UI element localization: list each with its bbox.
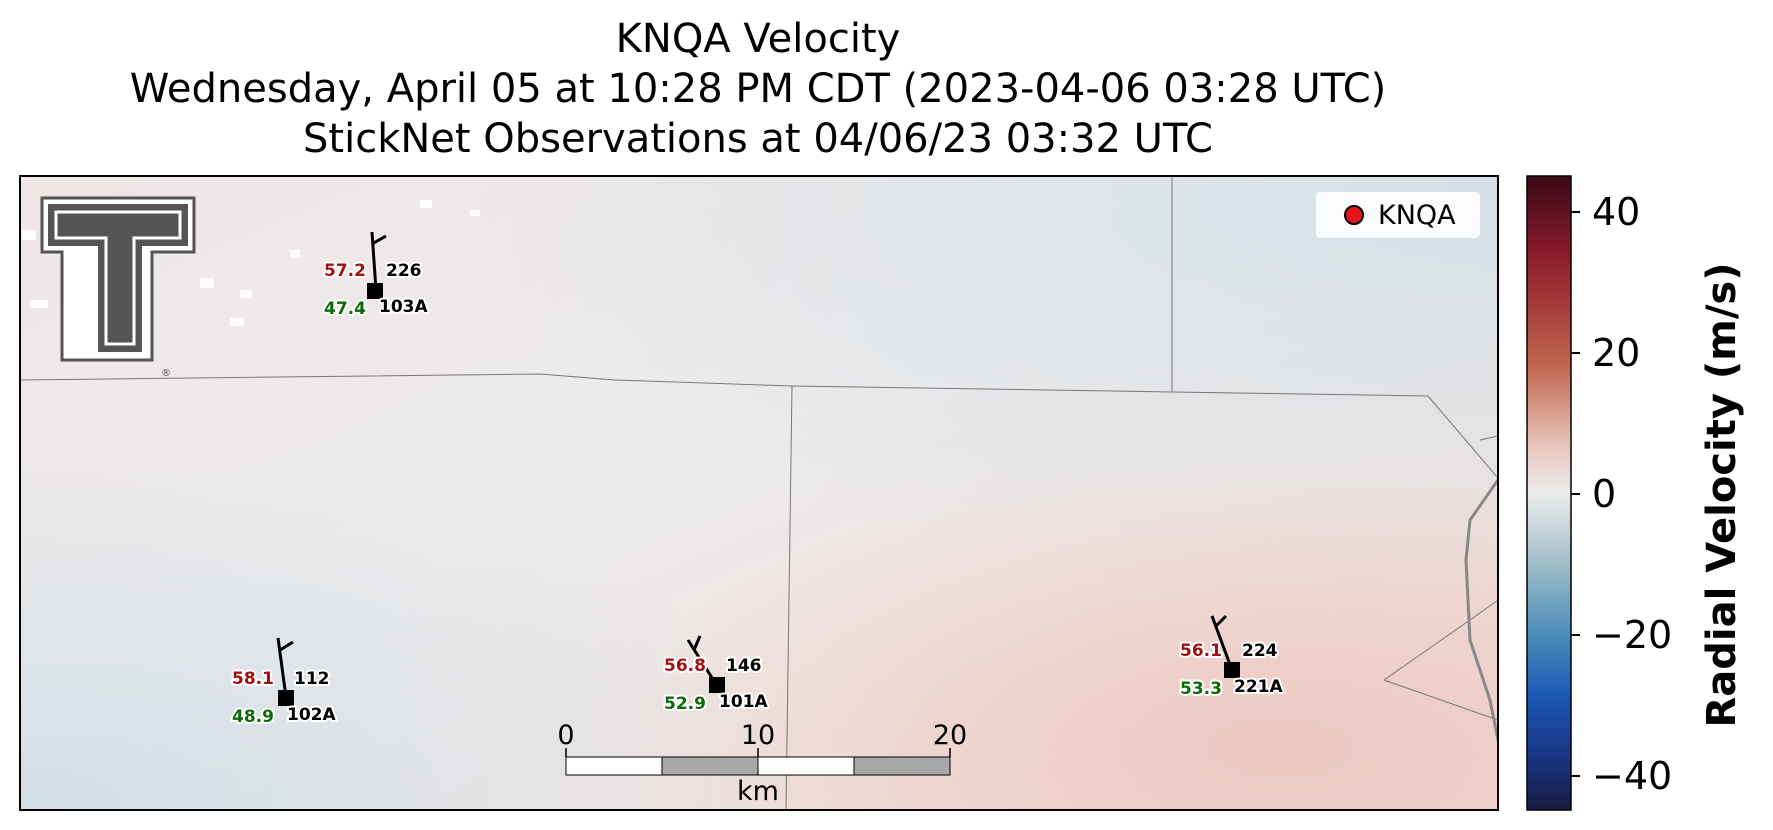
velocity-field [20, 176, 1498, 810]
station-temp: 58.1 [232, 669, 274, 689]
station-221A: 56.1 224 53.3 221A [1178, 614, 1285, 701]
colorbar-tick: 40 [1592, 190, 1641, 234]
station-dewpoint: 53.3 [1180, 679, 1222, 699]
station-103A: 57.2 226 47.4 103A [322, 231, 430, 321]
station-pressure: 146 [726, 656, 762, 676]
station-pressure: 224 [1242, 641, 1278, 661]
radar-marker-icon [1344, 205, 1364, 225]
colorbar-tick: 0 [1592, 472, 1617, 516]
colorbar-tick: −40 [1592, 754, 1673, 798]
station-id: 103A [379, 297, 428, 317]
title-line-3: StickNet Observations at 04/06/23 03:32 … [303, 116, 1213, 162]
colorbar-tick: −20 [1592, 613, 1673, 657]
colorbar-tick: 20 [1592, 331, 1641, 375]
station-dewpoint: 48.9 [232, 707, 274, 727]
station-id: 221A [1234, 677, 1283, 697]
scale-tick-10: 10 [740, 720, 776, 751]
station-101A: 56.8 146 52.9 101A [662, 635, 770, 716]
figure-title: KNQA Velocity Wednesday, April 05 at 10:… [0, 14, 1516, 164]
university-logo: ® [40, 196, 196, 379]
station-temp: 56.8 [664, 656, 706, 676]
title-line-2: Wednesday, April 05 at 10:28 PM CDT (202… [129, 66, 1387, 112]
title-line-1: KNQA Velocity [615, 16, 901, 62]
map-frame [19, 175, 1499, 811]
scale-bar [565, 748, 951, 776]
scale-tick-0: 0 [557, 720, 575, 751]
scale-unit: km [737, 776, 779, 807]
scale-tick-20: 20 [932, 720, 968, 751]
colorbar [1526, 175, 1580, 811]
station-temp: 57.2 [324, 261, 366, 281]
station-temp: 56.1 [1180, 641, 1222, 661]
station-id: 102A [287, 705, 336, 725]
map-legend: KNQA [1316, 192, 1480, 238]
svg-text:®: ® [161, 368, 171, 379]
station-dewpoint: 47.4 [324, 299, 366, 319]
station-pressure: 112 [294, 669, 330, 689]
station-dewpoint: 52.9 [664, 694, 706, 714]
colorbar-label: Radial Velocity (m/s) [1699, 262, 1745, 728]
station-id: 101A [719, 692, 768, 712]
station-102A: 58.1 112 48.9 102A [230, 637, 338, 729]
station-pressure: 226 [386, 261, 422, 281]
legend-label: KNQA [1378, 199, 1456, 231]
